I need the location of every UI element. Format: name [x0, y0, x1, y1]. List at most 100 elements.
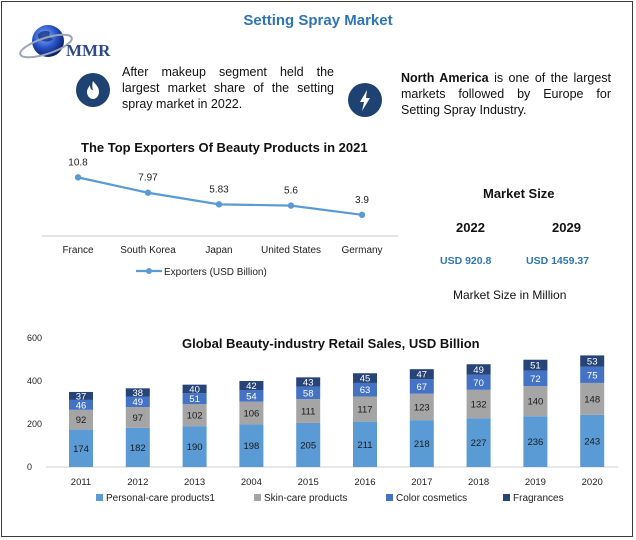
- bar-segment: [353, 396, 377, 422]
- bar-segment: [466, 389, 491, 419]
- bar-category-label: 2013: [184, 477, 205, 488]
- bar-data-label: 123: [414, 402, 430, 413]
- bar-data-label: 102: [187, 411, 203, 422]
- bar-category-label: 2004: [241, 477, 262, 488]
- bar-data-label: 51: [189, 394, 200, 405]
- bar-segment: [182, 393, 207, 405]
- bar-legend-swatch: [254, 494, 261, 501]
- market-value-2029: USD 1459.37: [526, 255, 590, 267]
- line-data-label: 3.9: [355, 195, 369, 206]
- bar-segment: [409, 379, 434, 394]
- bar-data-label: 75: [587, 370, 598, 381]
- bar-legend-label: Color cosmetics: [396, 493, 467, 504]
- bar-data-label: 132: [471, 400, 487, 411]
- bar-segment: [239, 424, 264, 467]
- bar-segment: [353, 421, 377, 467]
- line-data-label: 5.83: [209, 184, 229, 195]
- line-chart-title: The Top Exporters Of Beauty Products in …: [81, 140, 368, 155]
- bar-chart-title: Global Beauty-industry Retail Sales, USD…: [182, 336, 480, 351]
- bar-category-label: 2016: [354, 477, 375, 488]
- bar-segment: [466, 364, 491, 375]
- bar-category-label: 2020: [582, 477, 603, 488]
- bar-data-label: 42: [246, 381, 257, 392]
- bar-y-tick-label: 200: [27, 419, 42, 429]
- bar-segment: [296, 422, 321, 467]
- bar-data-label: 227: [471, 438, 487, 449]
- bar-segment: [353, 373, 377, 383]
- bar-data-label: 92: [76, 415, 87, 426]
- bar-legend-swatch: [386, 494, 393, 501]
- bar-data-label: 218: [414, 439, 430, 450]
- bar-segment: [239, 381, 264, 391]
- line-category-label: South Korea: [120, 245, 176, 256]
- bar-category-label: 2018: [468, 477, 489, 488]
- bar-segment: [409, 420, 434, 467]
- line-point: [287, 202, 295, 209]
- bar-data-label: 49: [133, 397, 144, 408]
- line-data-label: 5.6: [284, 186, 298, 197]
- bar-segment: [182, 404, 207, 427]
- bar-data-label: 190: [187, 442, 203, 453]
- line-category-label: Germany: [341, 245, 382, 256]
- line-point: [144, 189, 152, 196]
- bar-category-label: 2011: [71, 477, 91, 488]
- bar-y-tick-label: 400: [27, 376, 42, 386]
- bar-data-label: 58: [303, 388, 314, 399]
- bar-segment: [125, 407, 150, 428]
- logo-text: MMR: [66, 41, 111, 60]
- line-data-label: 10.8: [68, 157, 88, 168]
- line-point: [358, 211, 366, 219]
- market-size-title: Market Size: [483, 186, 555, 201]
- line-category-label: Japan: [205, 245, 232, 256]
- bar-y-tick-label: 0: [27, 462, 32, 472]
- bar-data-label: 72: [530, 374, 541, 385]
- line-category-label: France: [62, 245, 94, 256]
- bar-data-label: 63: [360, 385, 371, 396]
- bar-y-tick-label: 600: [27, 333, 42, 343]
- bar-legend-swatch: [503, 494, 510, 501]
- bar-segment: [182, 426, 207, 467]
- bar-data-label: 205: [300, 440, 316, 451]
- bar-segment: [69, 429, 93, 467]
- bar-data-label: 37: [76, 391, 87, 402]
- bar-category-label: 2015: [298, 477, 319, 488]
- bar-category-label: 2012: [127, 477, 148, 488]
- bar-segment: [409, 393, 434, 421]
- lightning-icon: [348, 83, 382, 117]
- bar-data-label: 51: [530, 361, 541, 372]
- bar-data-label: 97: [133, 413, 144, 424]
- bar-data-label: 38: [133, 388, 144, 399]
- bar-segment: [523, 370, 548, 387]
- line-legend-label: Exporters (USD Billion): [164, 267, 267, 278]
- bar-segment: [69, 399, 93, 410]
- line-category-label: United States: [261, 245, 321, 256]
- bar-category-label: 2019: [525, 477, 546, 488]
- line-point: [74, 174, 82, 181]
- bar-segment: [296, 377, 321, 387]
- bar-category-label: 2017: [411, 477, 432, 488]
- bar-segment: [125, 396, 150, 408]
- bar-data-label: 43: [303, 377, 314, 388]
- bar-data-label: 49: [473, 365, 484, 376]
- globe-icon: [19, 25, 73, 59]
- page-title: Setting Spray Market: [243, 12, 393, 29]
- bar-data-label: 174: [73, 444, 89, 455]
- bar-segment: [580, 366, 605, 383]
- line-point: [215, 201, 223, 208]
- bar-segment: [523, 359, 548, 371]
- bar-data-label: 53: [587, 357, 598, 368]
- bar-segment: [409, 369, 434, 380]
- region-highlight: North America: [401, 71, 489, 85]
- bar-data-label: 211: [357, 440, 372, 451]
- info-left-text: After makeup segment held the largest ma…: [122, 65, 334, 111]
- market-size-note: Market Size in Million: [453, 288, 567, 302]
- bar-segment: [239, 401, 264, 425]
- bar-segment: [580, 414, 605, 467]
- market-year-2022: 2022: [456, 220, 485, 235]
- line-chart: 10.8 7.97 5.83 5.6 3.9 France South Korea Japan…: [42, 157, 398, 278]
- bar-data-label: 47: [417, 370, 428, 381]
- bar-segment: [69, 409, 93, 430]
- line-data-label: 7.97: [138, 173, 158, 184]
- info-right-rest: is one of the largest markets followed b…: [401, 71, 611, 117]
